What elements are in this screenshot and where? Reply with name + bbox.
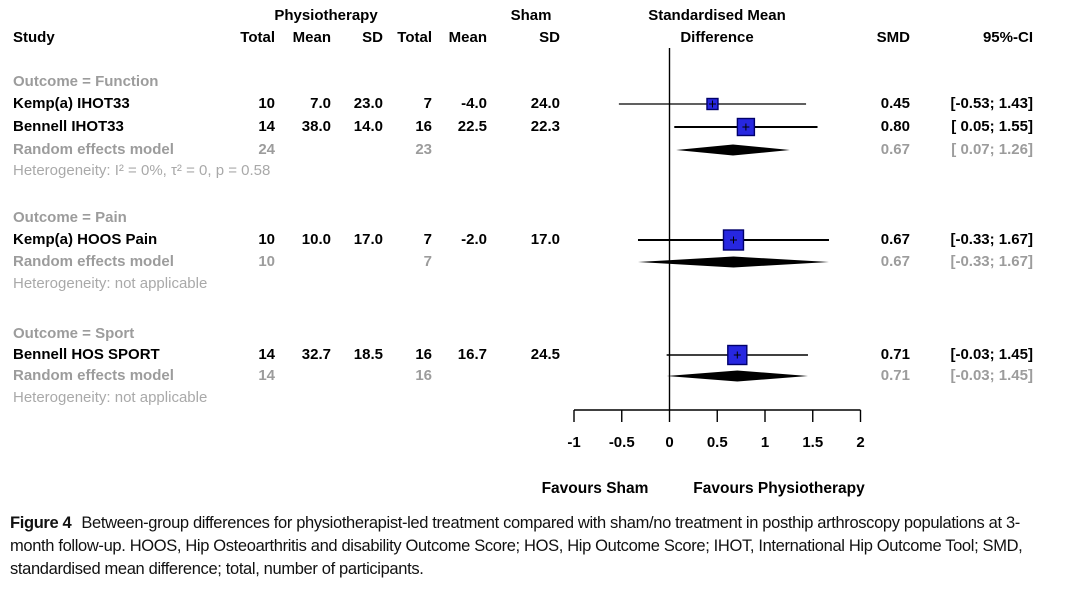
sham-sd: 24.0 bbox=[530, 95, 560, 112]
smd-title-line2: Difference bbox=[680, 29, 754, 46]
sham-total: 16 bbox=[415, 346, 432, 363]
smd-title-line1: Standardised Mean bbox=[648, 7, 786, 24]
physio-mean: 10.0 bbox=[301, 231, 331, 248]
physio-sd-header: SD bbox=[362, 29, 383, 46]
smd-value: 0.71 bbox=[880, 367, 910, 384]
axis-tick-label: 1 bbox=[760, 434, 770, 451]
column-header-row: Study Total Mean SD Total Mean SD SMD 95… bbox=[0, 27, 1066, 49]
sham-sd-header: SD bbox=[539, 29, 560, 46]
physio-sd: 18.5 bbox=[353, 346, 383, 363]
smd-value: 0.45 bbox=[880, 95, 910, 112]
sham-mean: -4.0 bbox=[461, 95, 487, 112]
physio-sd: 14.0 bbox=[353, 118, 383, 135]
physio-total: 14 bbox=[258, 367, 275, 384]
sham-total: 7 bbox=[423, 95, 432, 112]
sham-total: 16 bbox=[415, 367, 432, 384]
physio-mean: 32.7 bbox=[301, 346, 331, 363]
group-label: Outcome = Sport bbox=[13, 325, 135, 342]
axis-tick-label: 0 bbox=[665, 434, 674, 451]
heterogeneity-text: Heterogeneity: not applicable bbox=[13, 275, 208, 292]
sham-sd: 24.5 bbox=[530, 346, 560, 363]
group-label-row: Outcome = Sport bbox=[0, 323, 1066, 345]
study-name: Kemp(a) IHOT33 bbox=[13, 95, 130, 112]
physio-sd: 23.0 bbox=[353, 95, 383, 112]
ci-column-header: 95%-CI bbox=[982, 29, 1033, 46]
sham-total-header: Total bbox=[397, 29, 432, 46]
sham-group-header: Sham bbox=[510, 7, 552, 24]
ci-value: [-0.33; 1.67] bbox=[950, 253, 1033, 270]
sham-sd: 17.0 bbox=[530, 231, 560, 248]
group-label: Outcome = Pain bbox=[13, 209, 127, 226]
physio-total: 10 bbox=[258, 95, 275, 112]
physio-mean: 7.0 bbox=[310, 95, 331, 112]
sham-mean: 16.7 bbox=[457, 346, 487, 363]
heterogeneity-text: Heterogeneity: I² = 0%, τ² = 0, p = 0.58 bbox=[13, 162, 271, 179]
random-effects-row: Random effects model 24 23 0.67 [ 0.07; … bbox=[0, 139, 1066, 161]
favours-right-label: Favours Physiotherapy bbox=[693, 480, 865, 497]
physio-mean: 38.0 bbox=[301, 118, 331, 135]
sham-total: 16 bbox=[415, 118, 432, 135]
smd-value: 0.80 bbox=[880, 118, 910, 135]
physio-total-header: Total bbox=[240, 29, 275, 46]
figure-caption-label: Figure 4 bbox=[10, 514, 72, 532]
ci-value: [-0.33; 1.67] bbox=[950, 231, 1033, 248]
smd-value: 0.67 bbox=[880, 231, 910, 248]
study-row: Kemp(a) IHOT33 10 7.0 23.0 7 -4.0 24.0 0… bbox=[0, 93, 1066, 115]
smd-value: 0.71 bbox=[880, 346, 910, 363]
physio-total: 24 bbox=[258, 141, 275, 158]
random-effects-row: Random effects model 14 16 0.71 [-0.03; … bbox=[0, 365, 1066, 387]
physiotherapy-group-header: Physiotherapy bbox=[274, 7, 378, 24]
physio-total: 14 bbox=[258, 118, 275, 135]
sham-mean-header: Mean bbox=[448, 29, 487, 46]
sham-total: 23 bbox=[415, 141, 432, 158]
ci-value: [ 0.07; 1.26] bbox=[951, 141, 1033, 158]
group-label-row: Outcome = Pain bbox=[0, 207, 1066, 229]
figure-caption-text: Between-group differences for physiother… bbox=[10, 514, 1023, 578]
ci-value: [-0.03; 1.45] bbox=[950, 346, 1033, 363]
group-label-row: Outcome = Function bbox=[0, 71, 1066, 93]
ci-value: [-0.53; 1.43] bbox=[950, 95, 1033, 112]
smd-value: 0.67 bbox=[880, 253, 910, 270]
ci-value: [ 0.05; 1.55] bbox=[951, 118, 1033, 135]
group-label: Outcome = Function bbox=[13, 73, 159, 90]
physio-total: 14 bbox=[258, 346, 275, 363]
study-row: Bennell HOS SPORT 14 32.7 18.5 16 16.7 2… bbox=[0, 344, 1066, 366]
random-effects-label: Random effects model bbox=[13, 141, 174, 158]
random-effects-row: Random effects model 10 7 0.67 [-0.33; 1… bbox=[0, 251, 1066, 273]
smd-value: 0.67 bbox=[880, 141, 910, 158]
heterogeneity-row: Heterogeneity: I² = 0%, τ² = 0, p = 0.58 bbox=[0, 160, 1066, 182]
heterogeneity-row: Heterogeneity: not applicable bbox=[0, 387, 1066, 409]
figure-caption: Figure 4 Between-group differences for ph… bbox=[10, 512, 1062, 581]
axis-tick-label: -1 bbox=[567, 434, 581, 451]
random-effects-label: Random effects model bbox=[13, 253, 174, 270]
physio-mean-header: Mean bbox=[292, 29, 331, 46]
physio-total: 10 bbox=[258, 253, 275, 270]
axis-tick-label: -0.5 bbox=[608, 434, 635, 451]
study-row: Bennell IHOT33 14 38.0 14.0 16 22.5 22.3… bbox=[0, 116, 1066, 138]
study-column-header: Study bbox=[13, 29, 55, 46]
smd-column-header: SMD bbox=[876, 29, 910, 46]
axis-tick-label: 2 bbox=[856, 434, 865, 451]
study-row: Kemp(a) HOOS Pain 10 10.0 17.0 7 -2.0 17… bbox=[0, 229, 1066, 251]
sham-mean: 22.5 bbox=[457, 118, 487, 135]
favours-left-label: Favours Sham bbox=[541, 480, 649, 497]
ci-value: [-0.03; 1.45] bbox=[950, 367, 1033, 384]
sham-sd: 22.3 bbox=[530, 118, 560, 135]
sham-mean: -2.0 bbox=[461, 231, 487, 248]
study-name: Kemp(a) HOOS Pain bbox=[13, 231, 158, 248]
physio-sd: 17.0 bbox=[353, 231, 383, 248]
heterogeneity-row: Heterogeneity: not applicable bbox=[0, 273, 1066, 295]
axis-tick-label: 1.5 bbox=[802, 434, 824, 451]
random-effects-label: Random effects model bbox=[13, 367, 174, 384]
heterogeneity-text: Heterogeneity: not applicable bbox=[13, 389, 208, 406]
study-name: Bennell IHOT33 bbox=[13, 118, 124, 135]
study-name: Bennell HOS SPORT bbox=[13, 346, 160, 363]
axis-tick-label: 0.5 bbox=[706, 434, 728, 451]
sham-total: 7 bbox=[423, 253, 432, 270]
physio-total: 10 bbox=[258, 231, 275, 248]
sham-total: 7 bbox=[423, 231, 432, 248]
